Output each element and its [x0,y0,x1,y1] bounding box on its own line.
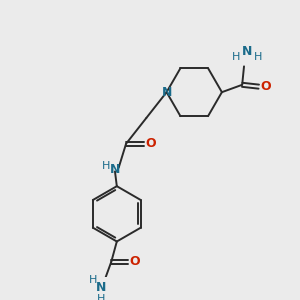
Text: H: H [97,294,105,300]
Text: N: N [110,163,120,176]
Text: N: N [242,45,252,58]
Text: H: H [102,161,110,171]
Text: H: H [254,52,262,62]
Text: H: H [232,52,240,62]
Text: O: O [129,255,140,268]
Text: N: N [161,86,172,99]
Text: O: O [260,80,271,93]
Text: N: N [96,281,106,294]
Text: O: O [146,137,156,150]
Text: H: H [89,275,97,285]
